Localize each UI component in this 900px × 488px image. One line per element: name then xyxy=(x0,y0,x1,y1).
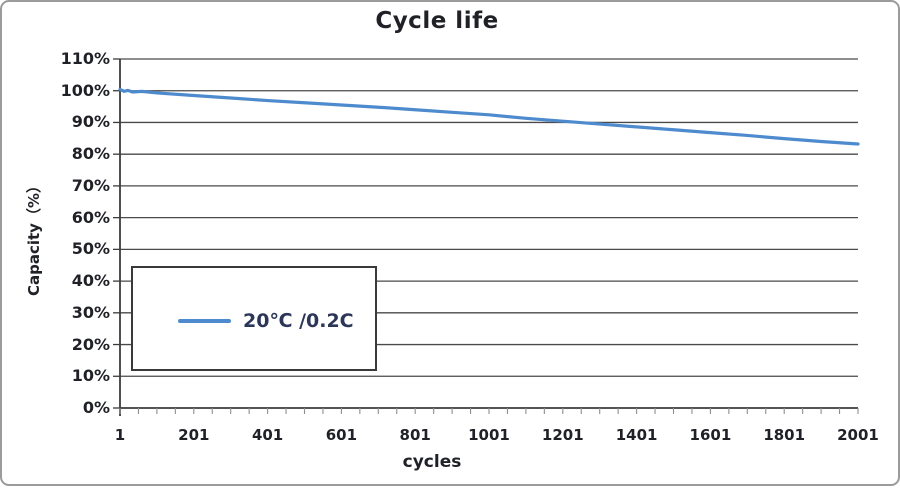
y-tick-label: 0% xyxy=(82,398,110,417)
x-tick-label: 401 xyxy=(251,426,284,444)
x-tick-label: 1 xyxy=(114,426,126,444)
x-tick-label: 1801 xyxy=(763,426,806,444)
legend: 20℃ /0.2C xyxy=(131,266,377,371)
legend-label: 20℃ /0.2C xyxy=(243,310,354,332)
x-tick-label: 201 xyxy=(178,426,210,444)
chart-title: Cycle life xyxy=(375,8,499,34)
y-tick-label: 10% xyxy=(71,366,110,386)
x-tick-label: 801 xyxy=(399,426,431,444)
y-tick-label: 90% xyxy=(71,112,110,132)
y-tick-label: 50% xyxy=(71,239,110,259)
y-tick-label: 110% xyxy=(60,49,110,68)
x-tick-label: 1201 xyxy=(541,426,584,444)
y-tick-label: 80% xyxy=(71,144,110,164)
y-tick-label: 20% xyxy=(71,334,110,354)
y-tick-label: 40% xyxy=(71,271,110,291)
y-tick-label: 60% xyxy=(71,207,110,227)
series-line xyxy=(118,87,860,146)
x-tick-label: 601 xyxy=(325,426,358,444)
y-tick-label: 30% xyxy=(71,302,110,322)
legend-line-sample xyxy=(178,319,231,323)
x-tick-label: 1001 xyxy=(468,426,510,444)
x-tick-label: 1401 xyxy=(615,426,658,444)
y-tick-label: 70% xyxy=(71,175,110,195)
y-tick-label: 100% xyxy=(60,80,110,100)
x-tick-label: 1601 xyxy=(689,426,732,444)
x-tick-label: 2001 xyxy=(837,426,879,444)
x-axis-title: cycles xyxy=(402,452,462,472)
